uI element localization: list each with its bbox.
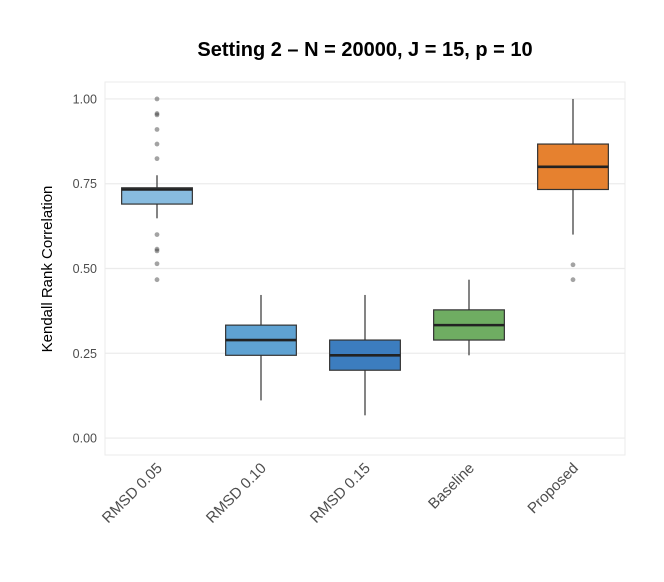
y-tick-label: 0.25 <box>73 347 97 361</box>
y-tick-label: 0.75 <box>73 177 97 191</box>
x-tick-label: RMSD 0.05 <box>99 460 166 527</box>
y-axis-label: Kendall Rank Correlation <box>39 186 56 353</box>
y-tick-label: 0.50 <box>73 262 97 276</box>
chart-title: Setting 2 – N = 20000, J = 15, p = 10 <box>197 39 532 61</box>
outlier-point <box>154 127 160 132</box>
x-tick-label: Baseline <box>425 460 478 513</box>
x-tick-label: Proposed <box>524 460 581 517</box>
y-tick-label: 1.00 <box>73 92 97 106</box>
x-tick-label: RMSD 0.10 <box>203 460 270 527</box>
x-tick-label: RMSD 0.15 <box>307 460 374 527</box>
outlier-point <box>154 156 160 162</box>
outlier-point <box>154 111 160 116</box>
outlier-point <box>570 262 576 268</box>
box-1 <box>121 187 193 205</box>
outlier-point <box>154 277 160 283</box>
outlier-point <box>154 232 160 237</box>
plot-area: 0.00 0.25 0.50 0.75 1.00 RMSD 0.05 RMSD 0.10 RM… <box>73 81 626 527</box>
outlier-point <box>154 96 160 102</box>
outlier-point <box>154 261 160 267</box>
outlier-point <box>154 248 160 254</box>
outlier-point <box>154 141 160 147</box>
outlier-point <box>570 277 576 283</box>
y-tick-label: 0.00 <box>73 432 97 446</box>
outlier-point <box>154 112 160 118</box>
outlier-point <box>154 246 160 252</box>
